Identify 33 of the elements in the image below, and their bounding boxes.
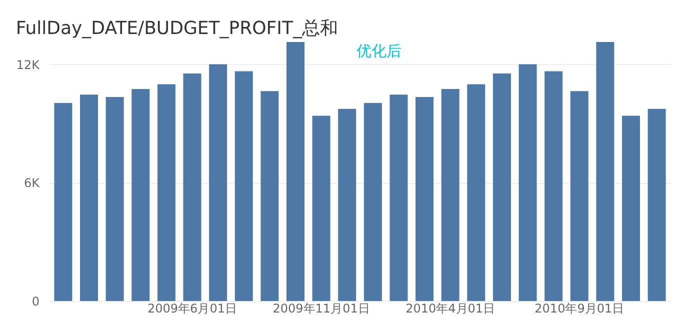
bar — [467, 84, 486, 301]
annotation: 优化后 — [356, 42, 402, 60]
bar — [157, 84, 176, 301]
bar — [183, 74, 202, 301]
bar — [492, 74, 511, 301]
bar — [441, 88, 460, 301]
bar — [132, 88, 150, 301]
x-tick-label: 2010年4月01日 — [406, 302, 496, 316]
bar — [106, 97, 124, 301]
chart-title: FullDay_DATE/BUDGET_PROFIT_总和 — [16, 18, 338, 39]
bar — [286, 42, 304, 301]
bar — [622, 116, 640, 301]
bar — [312, 116, 330, 301]
bar — [54, 102, 72, 301]
bar — [80, 94, 98, 301]
x-tick-label: 2009年6月01日 — [148, 302, 237, 316]
bar — [364, 102, 382, 301]
x-tick-label: 2010年9月01日 — [534, 302, 624, 316]
bar — [416, 97, 434, 301]
bar — [544, 71, 563, 301]
bar — [596, 42, 614, 301]
bar — [234, 71, 253, 301]
x-tick-label: 2009年11月01日 — [272, 302, 370, 316]
bar — [209, 64, 228, 301]
bar — [570, 91, 588, 301]
y-tick-label: 12K — [16, 58, 41, 72]
bar — [648, 108, 666, 301]
y-tick-label: 0 — [32, 294, 40, 308]
bar — [338, 108, 356, 301]
bar — [260, 91, 279, 301]
y-tick-label: 6K — [24, 176, 41, 190]
bar — [518, 64, 537, 301]
bar — [390, 94, 408, 301]
